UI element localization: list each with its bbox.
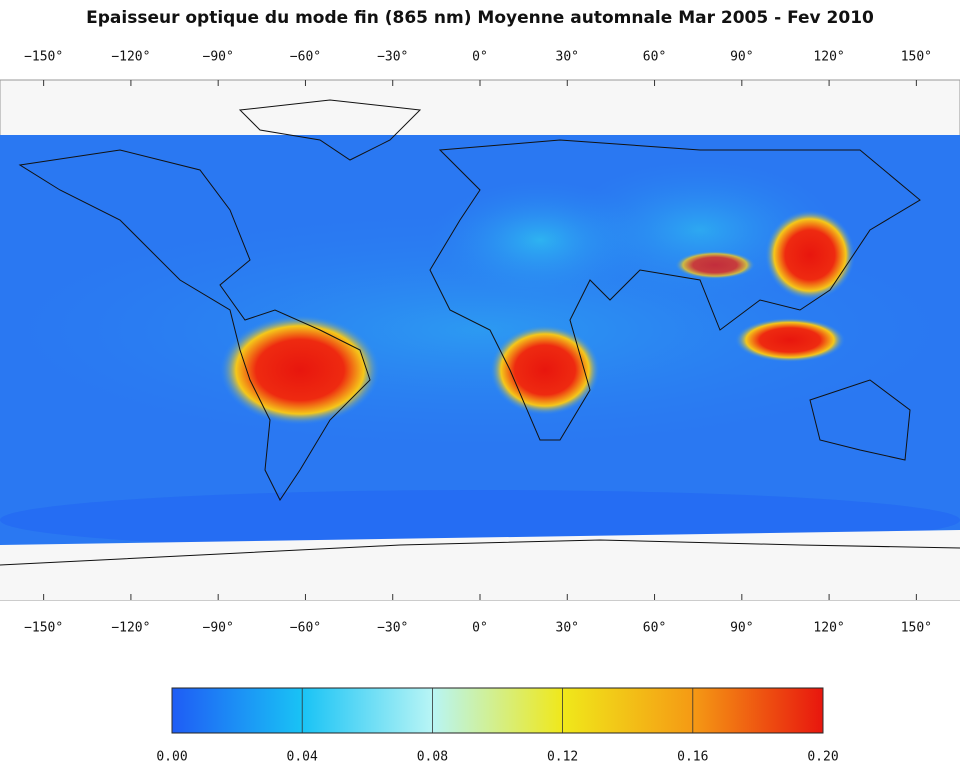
lon-label-bottom: −30°	[377, 621, 408, 636]
colorbar-label: 0.20	[807, 750, 838, 765]
colorbar-label: 0.04	[287, 750, 318, 765]
lon-label-bottom: 120°	[813, 621, 844, 636]
lon-label-bottom: 0°	[472, 621, 488, 636]
lon-label-top: 150°	[901, 50, 932, 65]
map-title: Epaisseur optique du mode fin (865 nm) M…	[86, 8, 874, 28]
colorbar	[171, 687, 824, 734]
lon-label-bottom: −150°	[24, 621, 63, 636]
lon-label-bottom: 30°	[556, 621, 579, 636]
lon-label-bottom: −90°	[203, 621, 234, 636]
map-image	[0, 79, 960, 601]
lon-label-top: −150°	[24, 50, 63, 65]
lon-label-bottom: 90°	[730, 621, 753, 636]
lon-label-bottom: −60°	[290, 621, 321, 636]
colorbar-label: 0.12	[547, 750, 578, 765]
lon-label-top: 90°	[730, 50, 753, 65]
lon-label-top: −60°	[290, 50, 321, 65]
lon-label-top: 60°	[643, 50, 666, 65]
lon-label-bottom: 60°	[643, 621, 666, 636]
lon-label-top: 30°	[556, 50, 579, 65]
colorbar-label: 0.08	[417, 750, 448, 765]
colorbar-label: 0.16	[677, 750, 708, 765]
colorbar-label: 0.00	[156, 750, 187, 765]
lon-label-top: −90°	[203, 50, 234, 65]
lon-label-top: −30°	[377, 50, 408, 65]
lon-label-top: −120°	[111, 50, 150, 65]
lon-label-top: 0°	[472, 50, 488, 65]
lon-label-bottom: −120°	[111, 621, 150, 636]
lon-label-bottom: 150°	[901, 621, 932, 636]
lon-label-top: 120°	[813, 50, 844, 65]
